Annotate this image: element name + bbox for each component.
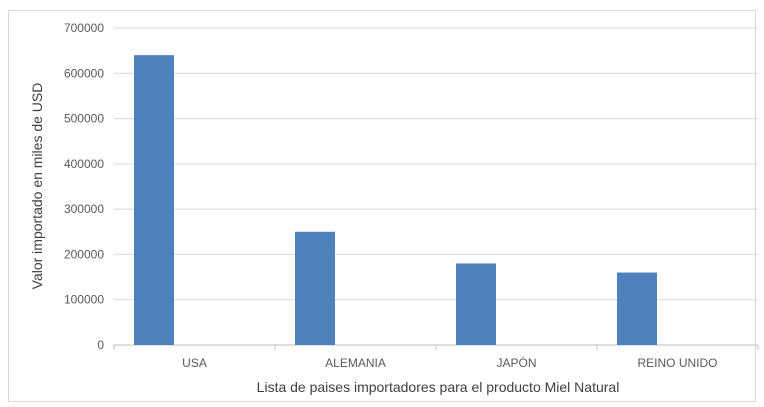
x-tick-label: JAPÓN [496,355,536,370]
x-tick-label: REINO UNIDO [637,356,717,370]
x-axis-title: Lista de paises importadores para el pro… [257,379,620,395]
gridlines [114,27,758,346]
y-tick-label: 100000 [64,293,104,307]
bar-japón [456,263,496,345]
y-tick-label: 600000 [64,66,104,80]
x-tick-label: ALEMANIA [325,356,386,370]
y-axis-ticks: 0 100000 200000 300000 400000 500000 600000 700… [64,21,104,352]
y-tick-label: 400000 [64,157,104,171]
bar-alemania [295,231,335,345]
y-axis-title: Valor importado en miles de USD [29,83,45,290]
y-tick-label: 0 [97,338,104,352]
x-tick-label: USA [182,356,207,370]
bar-usa [134,55,174,346]
y-tick-label: 300000 [64,202,104,216]
bars [134,55,657,346]
y-tick-label: 200000 [64,247,104,261]
x-axis-ticks: USA ALEMANIA JAPÓN REINO UNIDO [113,345,759,370]
bar-reino-unido [617,272,657,345]
y-tick-label: 700000 [64,21,104,35]
y-tick-label: 500000 [64,112,104,126]
